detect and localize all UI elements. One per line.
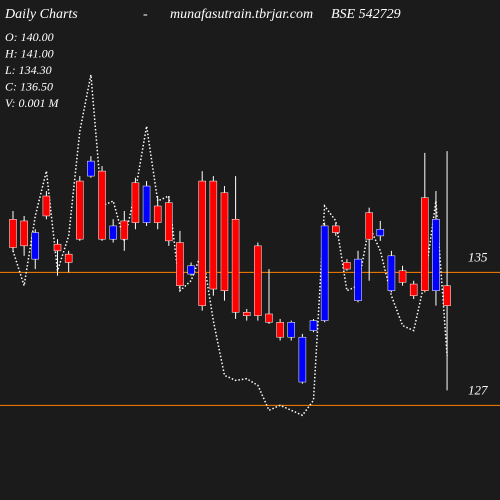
- plot: [0, 74, 500, 417]
- candle-body: [432, 219, 440, 291]
- candle-body: [365, 212, 373, 240]
- source: munafasutrain.tbrjar.com: [170, 7, 313, 22]
- candle-body: [265, 313, 273, 323]
- candle-body: [131, 182, 140, 223]
- candle-body: [398, 270, 407, 283]
- candle-body: [53, 243, 62, 252]
- info-line: H: 141.00: [4, 46, 54, 60]
- candle-body: [165, 202, 173, 242]
- candle-body: [187, 265, 195, 275]
- candle-body: [376, 228, 385, 237]
- y-tick-label: 135: [468, 249, 488, 264]
- candle-body: [409, 283, 418, 296]
- info-line: O: 140.00: [5, 30, 54, 44]
- candle-body: [120, 220, 129, 240]
- candle-body: [209, 180, 218, 290]
- candle-body: [332, 225, 340, 233]
- candle-body: [42, 195, 51, 217]
- candle-body: [309, 320, 318, 331]
- candle-body: [254, 245, 262, 316]
- info-line: C: 136.50: [5, 79, 53, 93]
- candle-body: [109, 225, 117, 240]
- info-line: V: 0.001 M: [5, 96, 60, 110]
- candle-body: [87, 160, 95, 177]
- candle-body: [176, 242, 184, 286]
- candle-body: [343, 262, 351, 270]
- candle-body: [320, 225, 329, 321]
- candle-body: [443, 285, 451, 306]
- dotted-line: [12, 74, 448, 417]
- candle-body: [387, 255, 396, 291]
- candle-body: [298, 336, 307, 383]
- candle-body: [76, 180, 84, 240]
- y-tick-label: 127: [468, 382, 488, 397]
- symbol: BSE 542729: [331, 7, 401, 22]
- candle-body: [276, 322, 284, 338]
- candle-body: [142, 185, 151, 223]
- candle-body: [287, 322, 295, 338]
- chart-title: Daily Charts: [4, 7, 78, 22]
- candle-body: [20, 220, 28, 247]
- candle-body: [242, 312, 251, 316]
- candle-body: [64, 253, 73, 263]
- candle-body: [231, 219, 240, 313]
- info-line: L: 134.30: [4, 63, 52, 77]
- candle-body: [354, 258, 362, 301]
- candle-body: [198, 180, 206, 306]
- candle-body: [31, 232, 40, 260]
- candle-body: [9, 219, 17, 248]
- candle-body: [153, 205, 162, 223]
- separator: -: [143, 7, 148, 22]
- candle-body: [98, 170, 106, 240]
- candle-body: [220, 192, 229, 291]
- candle-body: [421, 197, 429, 291]
